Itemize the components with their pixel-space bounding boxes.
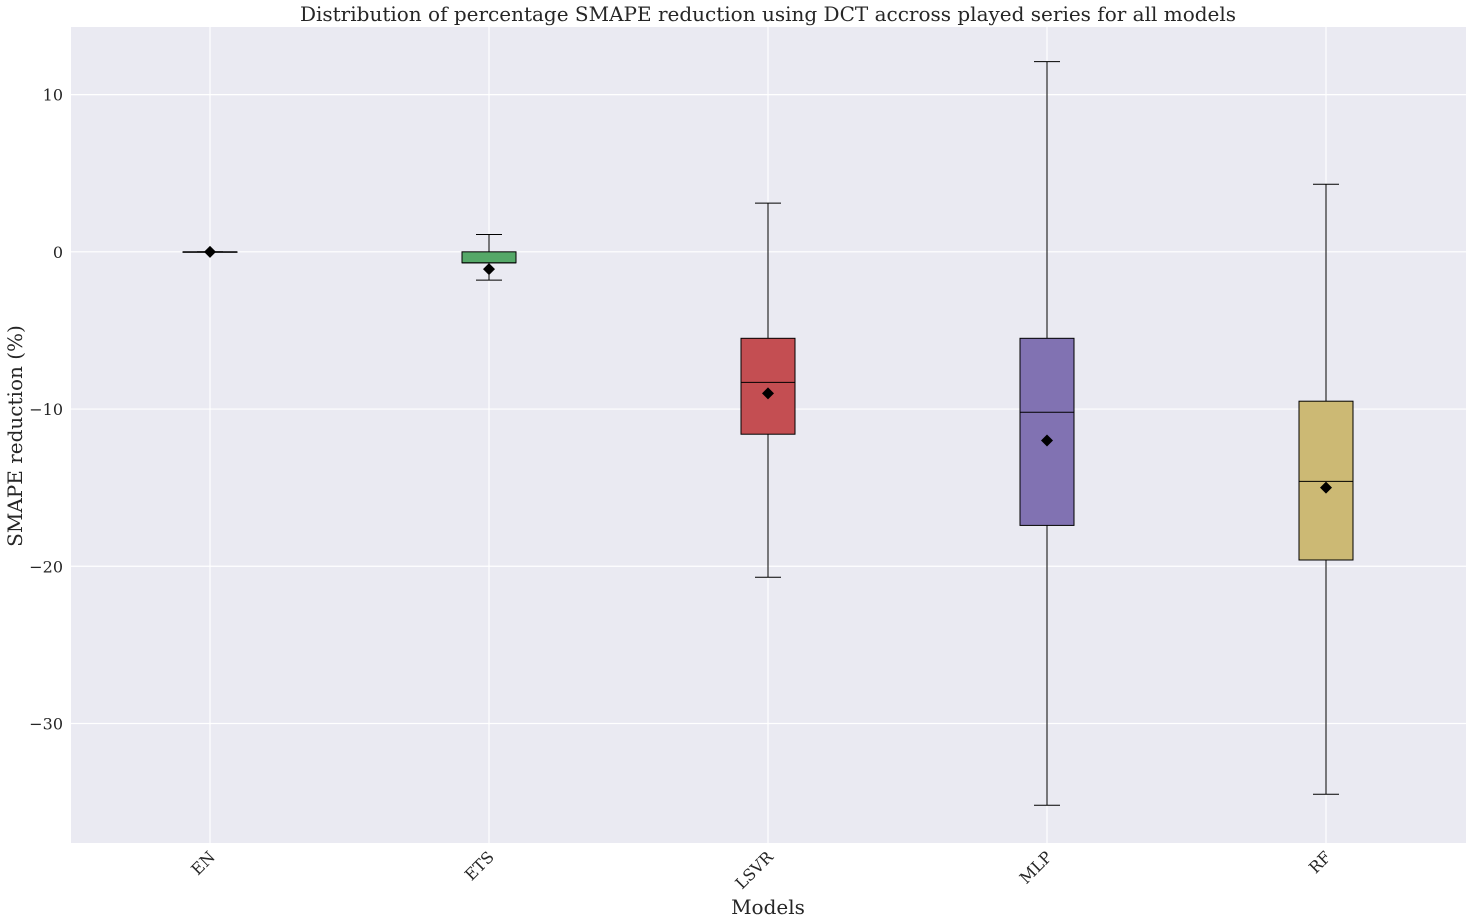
mean-marker (204, 245, 216, 258)
mean-marker (1320, 481, 1332, 494)
x-axis-label: Models (731, 895, 805, 919)
x-tick-label: ETS (461, 847, 498, 884)
y-axis-ticks: 10 0 −10 −20 −30 (29, 86, 63, 734)
x-tick-label: LSVR (731, 847, 777, 893)
chart-title: Distribution of percentage SMAPE reducti… (300, 2, 1236, 26)
x-tick-label: RF (1305, 847, 1335, 877)
box-lsvr (740, 202, 796, 578)
mean-marker (483, 263, 495, 276)
y-axis-label: SMAPE reduction (%) (3, 325, 27, 547)
box-iqr (1298, 400, 1354, 561)
y-tick-label: 0 (53, 243, 63, 262)
box-iqr (461, 251, 517, 264)
box-ets (461, 234, 517, 281)
y-tick-label: −10 (29, 400, 63, 419)
box-rf (1298, 183, 1354, 795)
x-tick-label: EN (187, 847, 219, 879)
x-tick-label: MLP (1016, 847, 1056, 887)
box-iqr (740, 337, 796, 435)
y-tick-label: −20 (29, 557, 63, 576)
mean-marker (762, 387, 774, 400)
y-tick-label: −30 (29, 715, 63, 734)
mean-marker (1041, 434, 1053, 447)
box-en (182, 245, 238, 258)
box-iqr (1019, 337, 1075, 526)
box-mlp (1019, 61, 1075, 806)
x-axis-ticks: EN ETS LSVR MLP RF (187, 847, 1335, 893)
box-layer (182, 61, 1354, 806)
y-tick-label: 10 (43, 86, 63, 105)
